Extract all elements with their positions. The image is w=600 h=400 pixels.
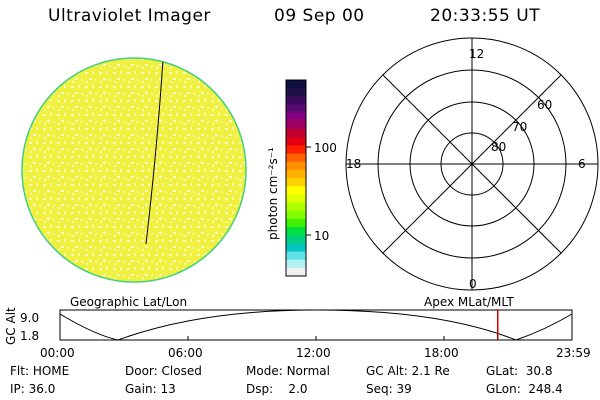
instrument-title: Ultraviolet Imager: [48, 6, 211, 26]
colorbar-swatch: [286, 235, 306, 244]
colorbar-swatch: [286, 178, 306, 187]
ring-label-70: 70: [512, 120, 528, 134]
colorbar-swatch: [286, 120, 306, 130]
colorbar-swatch: [286, 104, 306, 114]
timeline-axis-label: GC Alt: [4, 307, 18, 345]
status-dsp: Dsp: 2.0: [246, 382, 308, 396]
colorbar-swatch: [286, 202, 306, 212]
colorbar-swatch: [286, 137, 306, 146]
colorbar-unit-label: photon cm⁻²s⁻¹: [266, 147, 280, 240]
status-door: Door: Closed: [125, 364, 202, 378]
ring-label-60: 60: [537, 98, 553, 112]
status-glat: GLat: 30.8: [486, 364, 553, 378]
colorbar-swatch: [286, 243, 306, 252]
colorbar-swatch: [286, 186, 306, 195]
status-seq: Seq: 39: [366, 382, 412, 396]
xtick-4: 23:59: [556, 346, 591, 360]
timeline-left-title: Geographic Lat/Lon: [70, 295, 188, 309]
date-label: 09 Sep 00: [274, 6, 365, 26]
xtick-2: 12:00: [296, 346, 331, 360]
colorbar-tick-100: 100: [314, 141, 337, 155]
polar-label-top: 12: [469, 47, 485, 61]
colorbar-swatch: [286, 88, 306, 97]
colorbar-swatch: [286, 194, 306, 203]
status-gcalt: GC Alt: 2.1 Re: [366, 364, 450, 378]
color-bar: [285, 79, 311, 277]
status-ip: IP: 36.0: [10, 382, 56, 396]
ytick-low: 1.8: [20, 329, 40, 343]
altitude-timeline: [59, 309, 573, 341]
status-flt: Flt: HOME: [10, 364, 70, 378]
xtick-0: 00:00: [40, 346, 75, 360]
ring-label-80: 80: [491, 140, 507, 154]
colorbar-swatch: [286, 80, 306, 89]
colorbar-swatch: [286, 267, 306, 277]
time-label: 20:33:55 UT: [430, 6, 541, 26]
polar-label-bottom: 0: [469, 277, 477, 291]
colorbar-swatch: [286, 96, 306, 105]
status-glon: GLon: 248.4: [486, 382, 563, 396]
colorbar-swatch: [286, 251, 306, 261]
colorbar-swatch: [286, 210, 306, 220]
colorbar-swatch: [286, 218, 306, 228]
colorbar-swatch: [286, 112, 306, 122]
polar-label-left: 18: [346, 157, 362, 171]
colorbar-swatch: [286, 259, 306, 269]
colorbar-swatch: [286, 145, 306, 154]
timeline-right-title: Apex MLat/MLT: [424, 295, 514, 309]
colorbar-tick-10: 10: [314, 229, 330, 243]
xtick-3: 18:00: [424, 346, 459, 360]
ytick-high: 9.0: [20, 311, 40, 325]
polar-label-right: 6: [578, 157, 586, 171]
xtick-1: 06:00: [168, 346, 203, 360]
status-gain: Gain: 13: [125, 382, 176, 396]
colorbar-swatch: [286, 169, 306, 179]
terminator-line: [145, 59, 164, 245]
colorbar-swatch: [286, 129, 306, 138]
colorbar-swatch: [286, 161, 306, 171]
colorbar-swatch: [286, 227, 306, 236]
colorbar-swatch: [286, 153, 306, 163]
uv-disk-image: [21, 57, 247, 283]
polar-grid: [345, 37, 599, 291]
status-mode: Mode: Normal: [246, 364, 330, 378]
